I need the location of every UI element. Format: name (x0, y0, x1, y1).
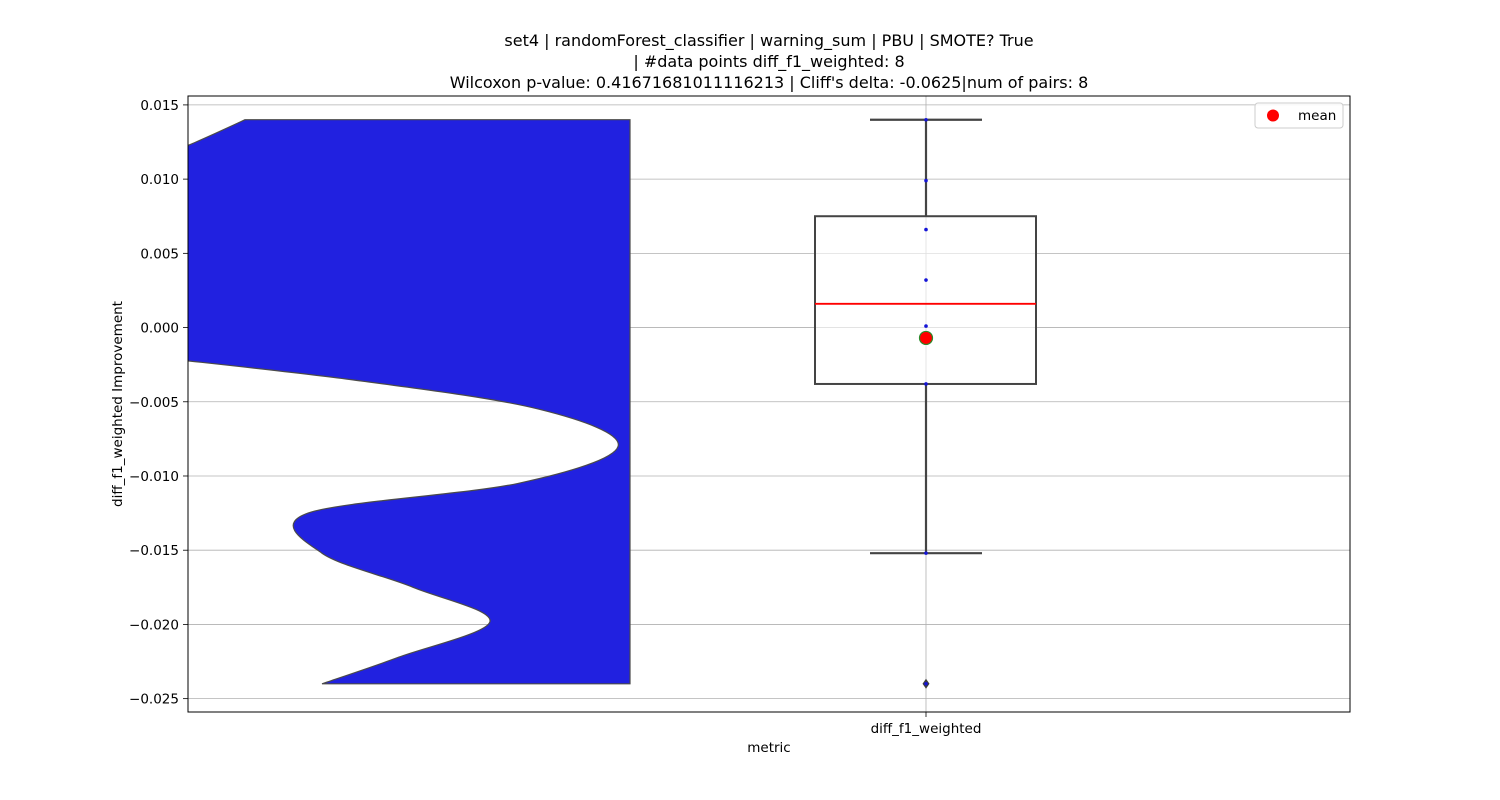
x-axis-ticks: diff_f1_weighted (871, 712, 982, 737)
chart-title-line-1: set4 | randomForest_classifier | warning… (504, 31, 1033, 51)
data-point (924, 227, 928, 232)
data-point (924, 551, 928, 555)
violin-plot (188, 119, 631, 685)
data-points (918, 117, 934, 686)
chart-title-line-2: | #data points diff_f1_weighted: 8 (633, 52, 904, 72)
violin-body (188, 119, 631, 685)
plot-frame (187, 95, 1351, 713)
y-tick-label: −0.025 (129, 692, 179, 708)
data-point (924, 324, 928, 328)
data-point (924, 681, 928, 686)
y-axis-ticks: 0.015 0.010 0.005 0.000 −0.005 −0.010 −0.015 −0… (129, 98, 188, 708)
legend: mean (1254, 102, 1344, 129)
chart-title-line-3: Wilcoxon p-value: 0.41671681011116213 | … (450, 73, 1089, 92)
box-iqr (814, 215, 1037, 385)
y-tick-label: −0.005 (129, 395, 179, 411)
y-tick-label: 0.010 (140, 172, 179, 188)
data-point (924, 278, 928, 282)
x-axis-label: metric (747, 740, 790, 756)
data-point (924, 178, 928, 183)
mean-marker (918, 330, 934, 346)
y-tick-label: 0.015 (140, 98, 179, 114)
y-tick-label: −0.015 (129, 543, 179, 559)
y-tick-label: −0.020 (129, 617, 179, 633)
data-point (924, 117, 928, 122)
data-point (924, 382, 928, 386)
y-tick-label: −0.010 (129, 469, 179, 485)
box-plot (814, 118, 1037, 689)
legend-label-mean: mean (1298, 108, 1336, 124)
y-tick-label: 0.000 (140, 321, 179, 337)
legend-box (1254, 102, 1344, 129)
x-tick-label: diff_f1_weighted (871, 721, 982, 737)
y-axis-label: diff_f1_weighted Improvement (110, 301, 126, 507)
chart-title: set4 | randomForest_classifier | warning… (450, 31, 1089, 92)
y-tick-label: 0.005 (140, 246, 179, 262)
legend-mean-marker (1267, 109, 1279, 122)
